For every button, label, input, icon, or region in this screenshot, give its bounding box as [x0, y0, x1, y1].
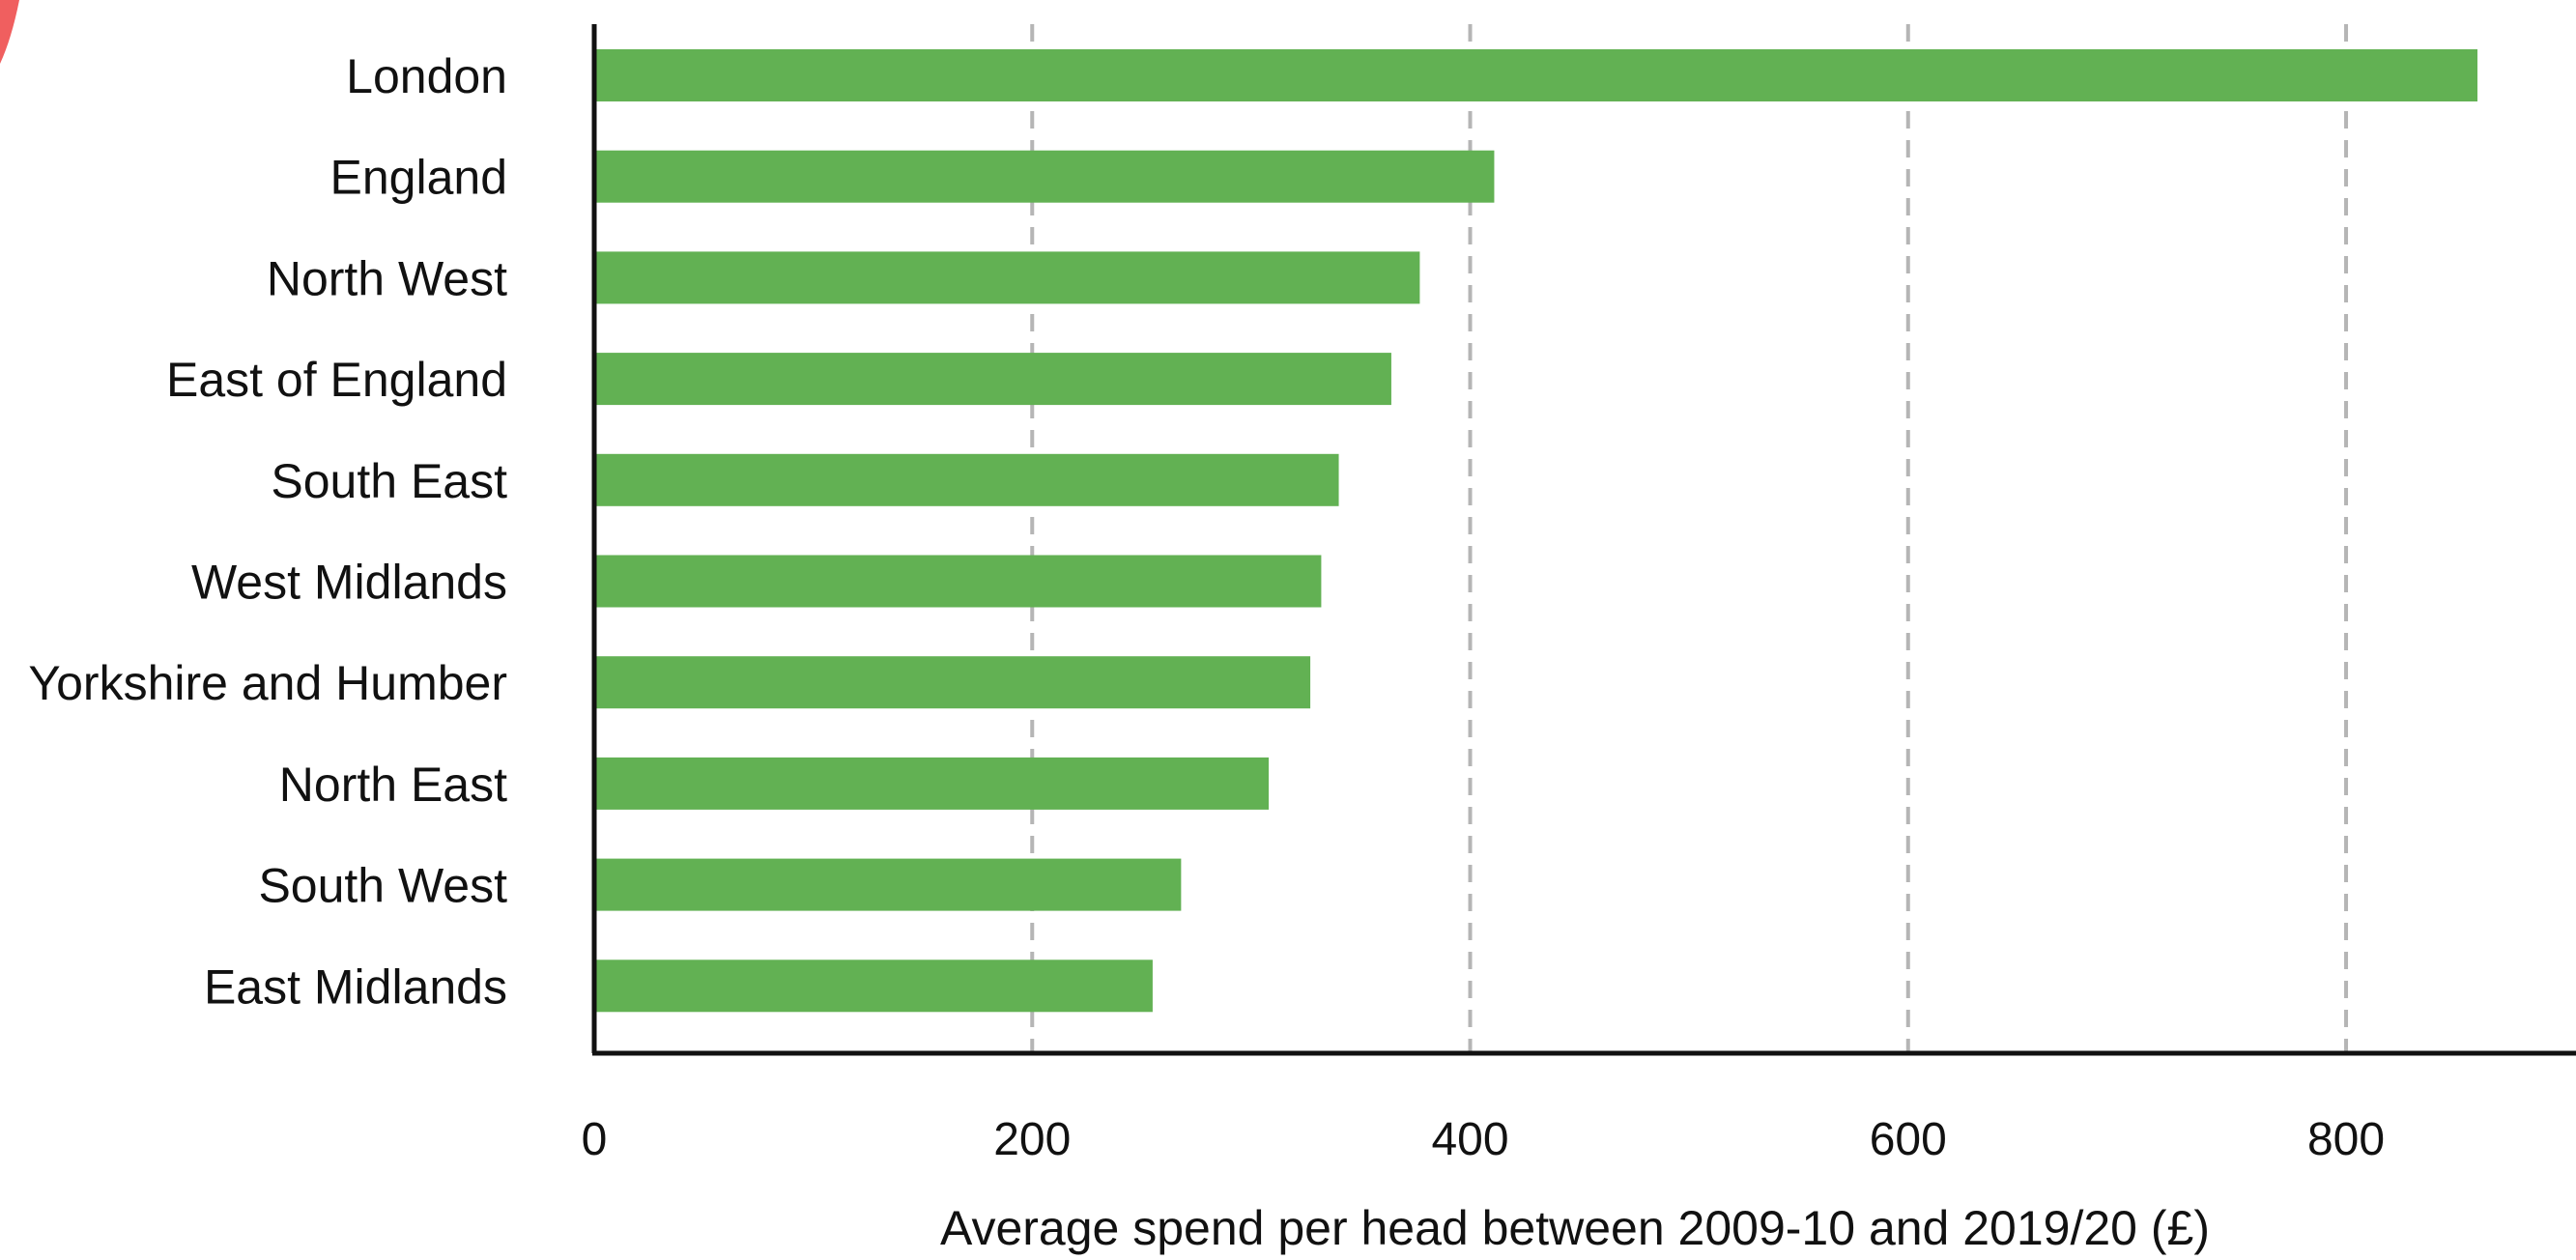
bars	[594, 49, 2478, 1013]
category-label: England	[330, 151, 508, 205]
x-tick-label: 0	[582, 1114, 608, 1165]
category-label: London	[346, 49, 507, 103]
category-label: North West	[267, 251, 507, 305]
category-label: East Midlands	[204, 959, 507, 1014]
category-label: South East	[271, 454, 507, 508]
bar	[594, 453, 1339, 506]
x-tick-label: 200	[993, 1114, 1071, 1165]
x-tick-label: 800	[2307, 1114, 2385, 1165]
bar	[594, 555, 1322, 608]
bar	[594, 656, 1311, 709]
corner-accent-shape	[0, 0, 19, 64]
bar	[594, 49, 2478, 101]
bar	[594, 150, 1495, 203]
category-labels: London England North West East of England So…	[28, 49, 507, 1014]
bar	[594, 858, 1182, 911]
x-tick-label: 400	[1431, 1114, 1508, 1165]
category-label: East of England	[166, 353, 507, 407]
x-axis-title: Average spend per head between 2009-10 a…	[940, 1201, 2210, 1255]
category-label: West Midlands	[191, 556, 507, 610]
bar	[594, 757, 1270, 810]
category-label: South West	[258, 859, 507, 913]
category-label: North East	[279, 758, 507, 812]
category-label: Yorkshire and Humber	[28, 656, 507, 710]
x-tick-labels: 0 200 400 600 800	[582, 1114, 2385, 1165]
bar	[594, 959, 1153, 1013]
bar	[594, 353, 1391, 406]
x-tick-label: 600	[1870, 1114, 1947, 1165]
bar	[594, 251, 1420, 304]
